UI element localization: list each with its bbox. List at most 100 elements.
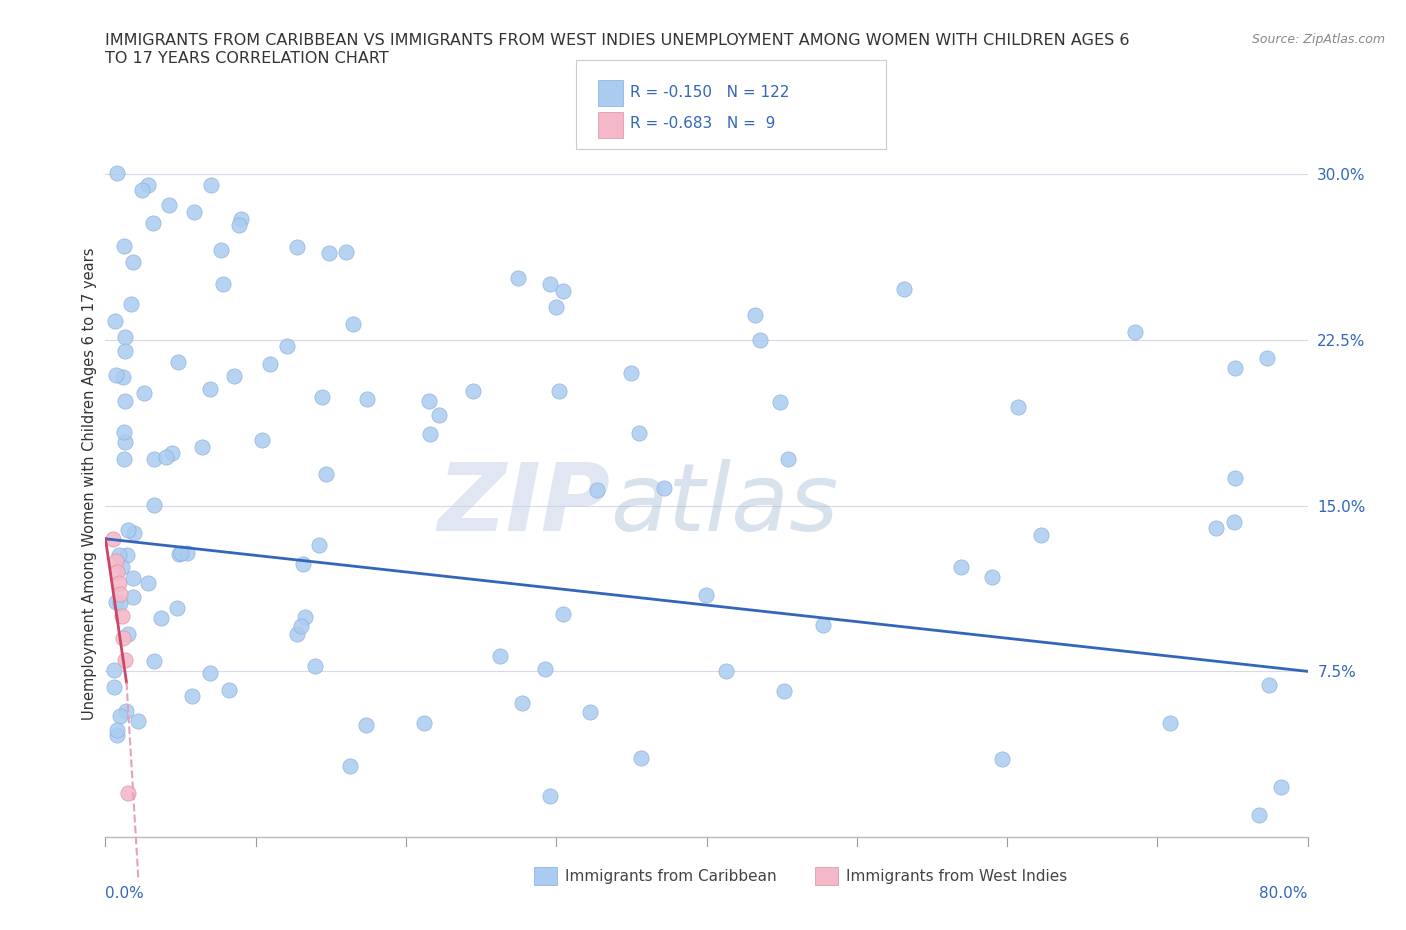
Point (250, 433, 273, 448)
Point (112, 238, 135, 253)
Point (292, 557, 315, 572)
Point (114, 329, 136, 344)
Point (427, 407, 450, 422)
Point (586, 483, 609, 498)
Point (160, 446, 183, 461)
Point (166, 601, 188, 616)
Point (294, 609, 316, 624)
Point (229, 211, 252, 226)
Text: R = -0.683   N =  9: R = -0.683 N = 9 (630, 116, 775, 131)
Point (551, 284, 574, 299)
Text: atlas: atlas (610, 459, 838, 551)
Point (108, 596, 131, 611)
Point (773, 684, 796, 698)
Point (114, 653, 136, 668)
Point (342, 316, 364, 331)
Point (107, 565, 129, 579)
Point (276, 339, 298, 353)
Point (121, 570, 143, 585)
Point (508, 271, 530, 286)
Point (1256, 351, 1278, 365)
Point (748, 333, 770, 348)
Point (183, 205, 205, 219)
Point (981, 569, 1004, 584)
Point (107, 548, 129, 563)
Point (512, 696, 534, 711)
Point (1225, 361, 1247, 376)
Point (142, 215, 165, 230)
Point (112, 425, 135, 440)
Point (1257, 678, 1279, 693)
Point (112, 631, 135, 645)
Point (1225, 471, 1247, 485)
Point (418, 393, 440, 408)
Point (120, 297, 142, 312)
Point (108, 576, 131, 591)
Point (111, 609, 134, 624)
Point (1159, 715, 1181, 730)
Point (121, 590, 143, 604)
Point (1270, 780, 1292, 795)
Point (652, 481, 675, 496)
Point (110, 587, 132, 602)
Point (1029, 527, 1052, 542)
Point (538, 789, 561, 804)
Point (769, 394, 792, 409)
Point (103, 680, 125, 695)
Point (488, 648, 510, 663)
Point (627, 426, 650, 441)
Point (142, 498, 165, 512)
Point (339, 759, 361, 774)
Point (200, 178, 222, 193)
Point (354, 718, 377, 733)
Point (335, 245, 357, 259)
Point (1007, 400, 1029, 415)
Point (114, 344, 136, 359)
Point (114, 393, 136, 408)
Point (778, 451, 800, 466)
Point (534, 662, 557, 677)
Point (111, 369, 134, 384)
Point (127, 713, 149, 728)
Point (356, 392, 378, 406)
Point (949, 559, 972, 574)
Text: ZIP: ZIP (437, 458, 610, 551)
Point (620, 365, 643, 380)
Point (308, 538, 330, 552)
Point (176, 546, 198, 561)
Point (105, 728, 128, 743)
Text: Immigrants from Caribbean: Immigrants from Caribbean (565, 869, 778, 883)
Point (461, 383, 484, 398)
Point (285, 239, 308, 254)
Point (143, 451, 166, 466)
Y-axis label: Unemployment Among Women with Children Ages 6 to 17 years: Unemployment Among Women with Children A… (82, 247, 97, 720)
Point (211, 277, 233, 292)
Point (122, 254, 145, 269)
Point (105, 594, 128, 609)
Point (228, 218, 250, 232)
Point (551, 606, 574, 621)
Point (190, 439, 212, 454)
Point (1123, 325, 1146, 339)
Text: R = -0.150   N = 122: R = -0.150 N = 122 (630, 85, 789, 100)
Point (111, 560, 134, 575)
Point (744, 307, 766, 322)
Point (117, 785, 139, 800)
Text: Source: ZipAtlas.com: Source: ZipAtlas.com (1251, 33, 1385, 46)
Point (115, 703, 138, 718)
Text: TO 17 YEARS CORRELATION CHART: TO 17 YEARS CORRELATION CHART (105, 51, 389, 66)
Point (311, 390, 333, 405)
Point (131, 182, 153, 197)
Text: 80.0%: 80.0% (1260, 885, 1308, 900)
Point (104, 367, 127, 382)
Point (695, 587, 717, 602)
Point (290, 618, 312, 633)
Point (114, 435, 136, 450)
Point (259, 356, 281, 371)
Point (117, 522, 139, 537)
Point (143, 654, 166, 669)
Point (149, 610, 172, 625)
Point (167, 354, 190, 369)
Point (304, 659, 326, 674)
Point (136, 576, 159, 591)
